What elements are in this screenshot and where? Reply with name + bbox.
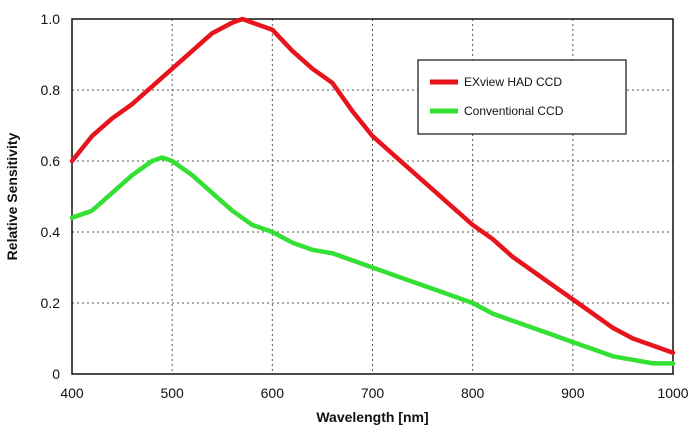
legend-box	[417, 59, 627, 135]
y-tick-label: 0.6	[41, 153, 61, 169]
x-tick-label: 400	[60, 385, 84, 401]
tick-labels: 400 500 600 700 800 900 1000 0 0.2 0.4 0.6 0.8 1.0	[41, 11, 689, 401]
y-tick-label: 1.0	[41, 11, 61, 27]
x-tick-label: 600	[261, 385, 285, 401]
legend-label-conventional: Conventional CCD	[464, 104, 564, 118]
series-line-exview	[69, 16, 676, 355]
x-tick-label: 1000	[657, 385, 688, 401]
legend: EXview HAD CCD Conventional CCD	[417, 59, 627, 135]
plot-area	[71, 18, 674, 375]
series-line-conventional	[69, 155, 676, 366]
x-tick-label: 500	[160, 385, 184, 401]
y-tick-label: 0.4	[41, 224, 61, 240]
x-tick-label: 800	[461, 385, 485, 401]
y-tick-label: 0.8	[41, 82, 61, 98]
y-tick-label: 0.2	[41, 295, 61, 311]
legend-label-exview: EXview HAD CCD	[464, 75, 562, 89]
x-tick-label: 700	[361, 385, 385, 401]
x-axis-label: Wavelength [nm]	[316, 409, 428, 425]
y-axis-label: Relative Sensitivity	[4, 132, 20, 260]
series-lines	[69, 16, 676, 366]
y-tick-label: 0	[52, 366, 60, 382]
x-tick-label: 900	[561, 385, 585, 401]
